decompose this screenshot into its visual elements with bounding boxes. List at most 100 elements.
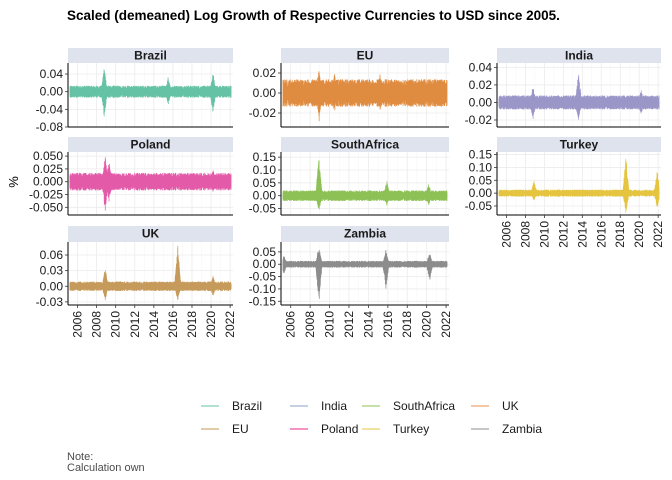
panel-background [68,242,233,305]
y-tick-label: 0.00 [40,279,64,293]
x-tick-label: 2014 [361,311,375,338]
y-tick-label: -0.05 [249,202,277,216]
x-tick-label: 2018 [400,311,414,338]
y-tick-label: -0.05 [465,199,493,213]
y-tick-label: 0.05 [253,176,277,190]
y-tick-label: 0.10 [469,160,493,174]
y-tick-label: 0.04 [40,67,64,81]
x-tick-label: 2016 [166,311,180,338]
facet-strip-label: Brazil [134,49,167,63]
panel-background [281,242,449,305]
y-tick-label: -0.02 [249,106,277,120]
legend-label: India [321,399,347,413]
series-line-zambia [282,250,448,299]
y-tick-label: -0.05 [249,270,277,284]
panel-eu: EU 0.02 0.00 -0.02 [249,48,449,128]
y-tick-label: -0.02 [465,113,493,127]
y-tick-label: 0.02 [469,78,493,92]
x-tick-label: 2014 [147,311,161,338]
y-tick-label: -0.03 [36,295,64,309]
legend-label: UK [502,399,519,413]
facet-strip [497,48,661,63]
chart-title: Scaled (demeaned) Log Growth of Respecti… [67,8,560,23]
x-tick-label: 2012 [342,311,356,338]
note-text: Calculation own [67,462,145,474]
y-tick-label: 0.00 [469,95,493,109]
panel-background [281,152,449,215]
y-tick-label: -0.15 [249,294,277,308]
panel-southafrica: SouthAfrica 0.150.100.050.00-0.05 [249,137,449,216]
legend-item-southafrica: SouthAfrica [362,399,455,413]
facet-strip [281,137,449,152]
facet-strip-label: Zambia [344,227,386,241]
y-tick-label: -0.08 [36,120,64,134]
facet-strip-label: EU [357,49,374,63]
y-tick-label: 0.00 [40,85,64,99]
y-tick-label: 0.00 [469,186,493,200]
legend-item-brazil: Brazil [201,399,262,413]
y-tick-label: 0.06 [40,248,64,262]
y-axis-label: % [6,176,21,188]
y-tick-label: 0.025 [33,162,63,176]
series-line-turkey [498,158,660,213]
legend-label: Turkey [393,422,429,436]
legend-item-uk: UK [471,399,519,413]
x-tick-label: 2006 [499,221,513,248]
legend-item-poland: Poland [290,422,358,436]
y-tick-label: 0.05 [253,245,277,259]
y-tick-label: -0.04 [36,102,64,116]
legend-label: Poland [321,422,358,436]
panel-turkey: Turkey 0.150.100.050.00-0.05 2006 2008 2010 2… [465,137,665,248]
legend-item-turkey: Turkey [362,422,429,436]
panel-background [497,152,661,215]
y-tick-label: 0.050 [33,149,63,163]
legend-label: SouthAfrica [393,399,455,413]
series-line-brazil [69,69,232,117]
y-tick-label: 0.04 [469,60,493,74]
y-tick-label: 0.00 [253,257,277,271]
facet-strip [68,48,233,63]
facet-strip [68,226,233,242]
y-tick-label: -0.050 [29,200,63,214]
facet-strip [68,137,233,152]
series-line-southafrica [282,160,448,210]
legend-item-eu: EU [201,422,249,436]
x-tick-label: 2010 [537,221,551,248]
panels: Brazil0.040.00-0.04-0.08EU0.020.00-0.02I… [29,48,665,338]
y-tick-label: 0.15 [253,150,277,164]
panel-zambia: Zambia 0.050.00-0.05-0.10-0.15 2006 2008 201… [249,226,453,338]
x-tick-label: 2018 [613,221,627,248]
x-tick-label: 2020 [204,311,218,338]
series-line-poland [69,157,232,211]
x-tick-label: 2008 [303,311,317,338]
legend-label: EU [232,422,249,436]
facet-strip-label: Turkey [560,138,599,152]
x-tick-label: 2010 [109,311,123,338]
y-tick-label: -0.10 [249,282,277,296]
facet-strip-label: Poland [130,138,170,152]
facet-strip-label: SouthAfrica [331,138,399,152]
x-tick-label: 2018 [185,311,199,338]
x-tick-label: 2006 [71,311,85,338]
x-tick-label: 2012 [556,221,570,248]
x-tick-label: 2016 [381,311,395,338]
facet-strip [497,137,661,152]
panel-india: India 0.04 0.02 0.00 -0.02 [465,48,661,128]
y-tick-label: 0.02 [253,66,277,80]
x-tick-label: 2016 [594,221,608,248]
x-tick-label: 2012 [128,311,142,338]
y-tick-label: -0.025 [29,188,63,202]
x-tick-label: 2010 [323,311,337,338]
facet-strip-label: UK [142,227,160,241]
panel-brazil: Brazil 0.04 0.00 -0.04 -0.08 [36,48,233,134]
legend-label: Zambia [502,422,542,436]
panel-uk: UK 0.06 0.030.00 -0.03 2006 2008 2010 2012 2014 2… [36,226,237,338]
y-tick-label: 0.000 [33,175,63,189]
note-label: Note: [67,451,93,463]
facet-strip [281,226,449,242]
y-tick-label: 0.10 [253,163,277,177]
x-tick-label: 2014 [575,221,589,248]
x-tick-label: 2022 [651,221,665,248]
y-tick-label: 0.00 [253,86,277,100]
